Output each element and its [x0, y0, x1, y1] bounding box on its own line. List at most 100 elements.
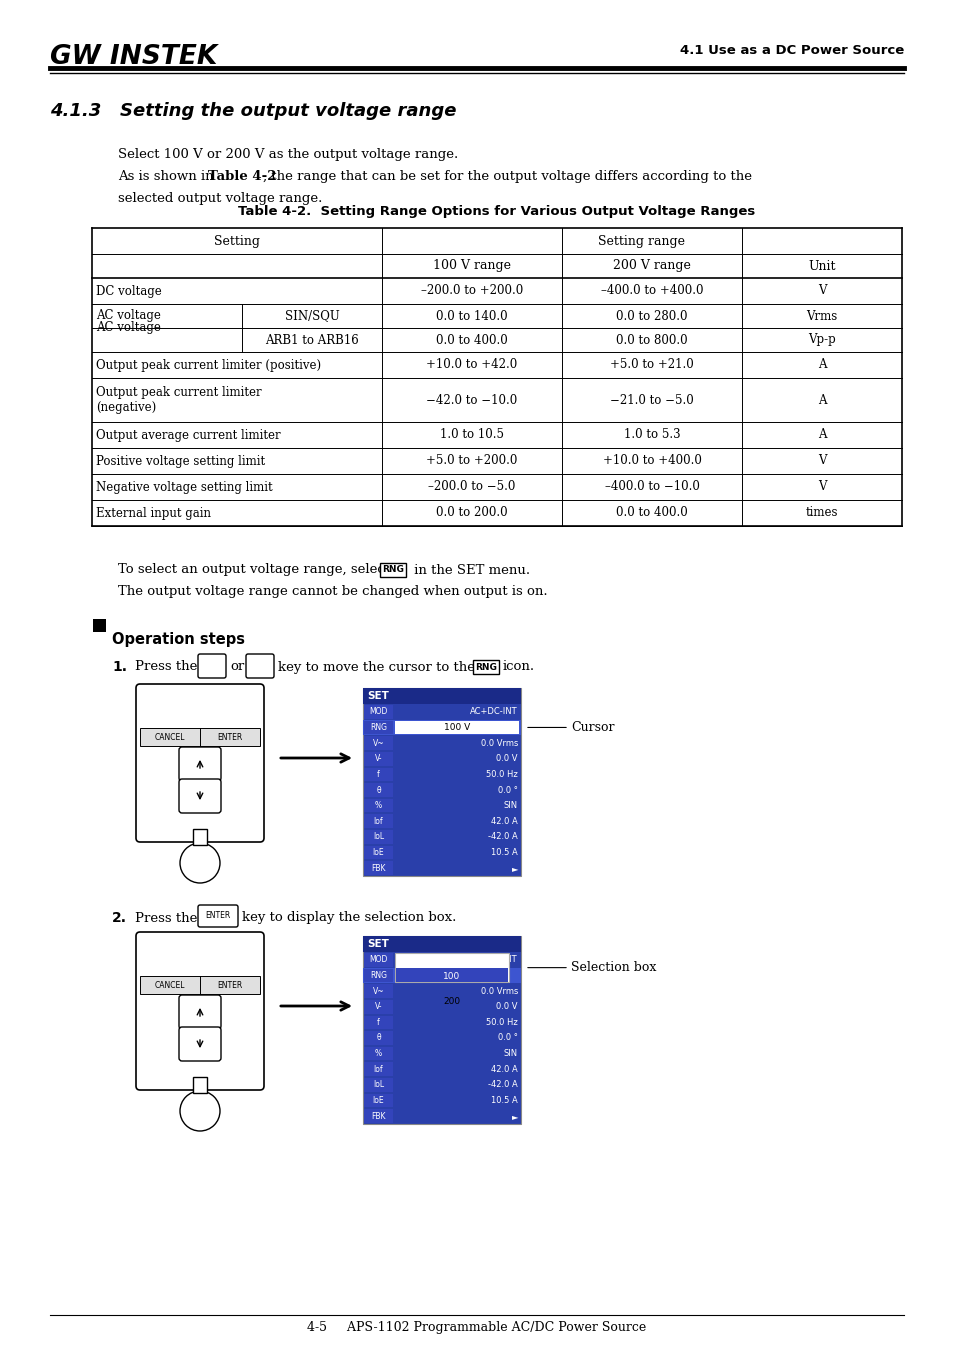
Text: IoE: IoE: [373, 848, 384, 857]
Text: -42.0 A: -42.0 A: [488, 1080, 517, 1089]
Bar: [140, 976, 260, 994]
Text: ►: ►: [511, 864, 517, 872]
Text: A: A: [817, 393, 825, 406]
Text: CANCEL: CANCEL: [154, 733, 185, 741]
Text: RNG: RNG: [381, 564, 403, 574]
Text: V: V: [817, 455, 825, 467]
Text: GW INSTEK: GW INSTEK: [50, 45, 217, 70]
Text: Press the: Press the: [135, 660, 197, 674]
Text: V~: V~: [373, 987, 384, 995]
Text: +5.0 to +200.0: +5.0 to +200.0: [426, 455, 517, 467]
Text: –400.0 to −10.0: –400.0 to −10.0: [604, 481, 699, 494]
Text: θ: θ: [375, 786, 380, 795]
Text: Output average current limiter: Output average current limiter: [96, 428, 280, 441]
Text: Cursor: Cursor: [571, 721, 614, 734]
Text: −21.0 to −5.0: −21.0 to −5.0: [610, 393, 693, 406]
Bar: [364, 736, 393, 749]
Text: 2.: 2.: [112, 911, 127, 925]
Text: To select an output voltage range, select: To select an output voltage range, selec…: [118, 563, 390, 576]
Text: RNG: RNG: [370, 971, 387, 980]
Bar: [364, 721, 393, 734]
Text: +5.0 to +21.0: +5.0 to +21.0: [610, 359, 693, 371]
FancyBboxPatch shape: [136, 684, 264, 842]
Text: ARB1 to ARB16: ARB1 to ARB16: [265, 333, 358, 347]
Bar: [364, 814, 393, 828]
Text: +10.0 to +400.0: +10.0 to +400.0: [602, 455, 700, 467]
Text: 0.0 to 140.0: 0.0 to 140.0: [436, 309, 507, 323]
Text: 0.0 V: 0.0 V: [496, 755, 517, 763]
Bar: [364, 830, 393, 844]
Text: SIN: SIN: [503, 801, 517, 810]
Text: 10.5 A: 10.5 A: [491, 1096, 517, 1106]
Bar: [364, 1000, 393, 1014]
Text: Select 100 V or 200 V as the output voltage range.: Select 100 V or 200 V as the output volt…: [118, 148, 457, 161]
Text: 42.0 A: 42.0 A: [491, 1065, 517, 1073]
Text: AC voltage: AC voltage: [96, 321, 161, 335]
Bar: [364, 705, 393, 718]
Text: V~: V~: [373, 738, 384, 748]
Text: SIN: SIN: [503, 1049, 517, 1058]
Text: Setting: Setting: [213, 235, 260, 247]
Bar: [364, 984, 393, 998]
Text: 1.0 to 5.3: 1.0 to 5.3: [623, 428, 679, 441]
Text: 100 V: 100 V: [443, 724, 470, 732]
Text: MOD: MOD: [369, 707, 387, 717]
Text: IoL: IoL: [373, 833, 384, 841]
Bar: [364, 1110, 393, 1123]
Bar: [364, 969, 393, 983]
Text: f: f: [376, 769, 379, 779]
Text: SET: SET: [367, 940, 389, 949]
Bar: [364, 1062, 393, 1076]
Text: 0.0 Vrms: 0.0 Vrms: [480, 987, 517, 995]
Bar: [379, 563, 406, 576]
Text: key to display the selection box.: key to display the selection box.: [242, 911, 456, 925]
Text: 4.1 Use as a DC Power Source: 4.1 Use as a DC Power Source: [679, 45, 903, 57]
Text: 42.0 A: 42.0 A: [491, 817, 517, 826]
FancyBboxPatch shape: [136, 931, 264, 1089]
Text: ENTER: ENTER: [217, 733, 242, 741]
Text: +10.0 to +42.0: +10.0 to +42.0: [426, 359, 517, 371]
Ellipse shape: [180, 1091, 220, 1131]
Text: Vp-p: Vp-p: [807, 333, 835, 347]
Text: FBK: FBK: [371, 864, 385, 872]
Text: As is shown in: As is shown in: [118, 170, 217, 184]
Text: Iof: Iof: [374, 817, 383, 826]
Bar: [364, 1079, 393, 1092]
Text: 4-5     APS-1102 Programmable AC/DC Power Source: 4-5 APS-1102 Programmable AC/DC Power So…: [307, 1322, 646, 1335]
Bar: [363, 720, 520, 736]
Text: 0.0 Vrms: 0.0 Vrms: [480, 738, 517, 748]
Text: CANCEL: CANCEL: [154, 980, 185, 990]
Bar: [395, 968, 507, 983]
Bar: [364, 1046, 393, 1061]
Bar: [363, 688, 520, 876]
Text: –200.0 to −5.0: –200.0 to −5.0: [428, 481, 516, 494]
Text: AC voltage: AC voltage: [96, 309, 161, 323]
Text: V-: V-: [375, 755, 382, 763]
Text: A: A: [817, 428, 825, 441]
Text: 1.0 to 10.5: 1.0 to 10.5: [439, 428, 503, 441]
FancyBboxPatch shape: [179, 747, 221, 782]
Text: 1.: 1.: [112, 660, 127, 674]
Bar: [363, 936, 520, 1125]
Text: Setting range: Setting range: [598, 235, 685, 247]
Bar: [364, 752, 393, 765]
Text: 100: 100: [443, 972, 460, 980]
Bar: [364, 1031, 393, 1045]
Text: f: f: [376, 1018, 379, 1027]
Text: 200: 200: [443, 996, 460, 1006]
Bar: [193, 1077, 207, 1094]
Text: 0.0 °: 0.0 °: [497, 1034, 517, 1042]
Text: 50.0 Hz: 50.0 Hz: [486, 769, 517, 779]
Text: 0.0 to 400.0: 0.0 to 400.0: [616, 506, 687, 520]
Text: %: %: [375, 1049, 381, 1058]
Text: IoL: IoL: [373, 1080, 384, 1089]
Text: IoE: IoE: [373, 1096, 384, 1106]
Text: 0.0 V: 0.0 V: [496, 1002, 517, 1011]
Text: 10.5 A: 10.5 A: [491, 848, 517, 857]
Bar: [363, 936, 520, 952]
FancyBboxPatch shape: [179, 779, 221, 813]
Bar: [364, 861, 393, 875]
Text: ►: ►: [511, 1111, 517, 1120]
Text: The output voltage range cannot be changed when output is on.: The output voltage range cannot be chang…: [118, 586, 547, 598]
FancyBboxPatch shape: [246, 653, 274, 678]
